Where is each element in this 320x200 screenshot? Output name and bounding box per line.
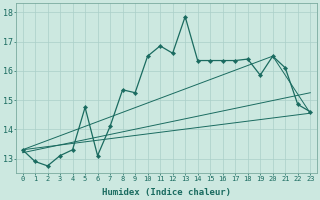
X-axis label: Humidex (Indice chaleur): Humidex (Indice chaleur) [102,188,231,197]
